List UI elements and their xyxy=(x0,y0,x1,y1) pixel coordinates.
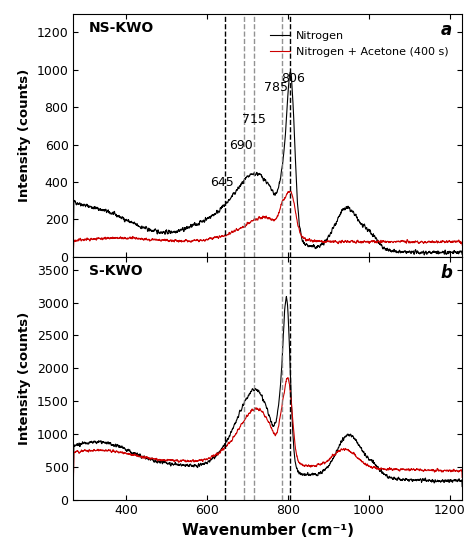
Line: Nitrogen + Acetone (400 s): Nitrogen + Acetone (400 s) xyxy=(73,191,462,249)
Text: a: a xyxy=(441,21,452,39)
Nitrogen xyxy=(71,226,76,232)
Legend: Nitrogen, Nitrogen + Acetone (400 s): Nitrogen, Nitrogen + Acetone (400 s) xyxy=(265,26,453,61)
Text: 785: 785 xyxy=(264,81,288,94)
Nitrogen xyxy=(249,171,255,177)
Text: b: b xyxy=(440,264,452,282)
Text: S-KWO: S-KWO xyxy=(89,264,143,278)
Nitrogen + Acetone (400 s) xyxy=(288,188,294,194)
Text: 715: 715 xyxy=(242,113,265,126)
Nitrogen xyxy=(459,251,465,258)
Nitrogen xyxy=(260,174,265,181)
Line: Nitrogen: Nitrogen xyxy=(73,72,462,255)
Nitrogen + Acetone (400 s) xyxy=(71,246,76,252)
Nitrogen + Acetone (400 s) xyxy=(260,215,265,221)
Text: 645: 645 xyxy=(210,177,234,189)
Nitrogen xyxy=(448,250,454,256)
Nitrogen xyxy=(377,241,383,248)
Nitrogen + Acetone (400 s) xyxy=(459,242,465,248)
X-axis label: Wavenumber (cm⁻¹): Wavenumber (cm⁻¹) xyxy=(182,523,354,538)
Nitrogen xyxy=(91,205,96,212)
Nitrogen xyxy=(421,252,427,258)
Nitrogen + Acetone (400 s) xyxy=(448,238,454,245)
Text: NS-KWO: NS-KWO xyxy=(89,21,154,35)
Nitrogen + Acetone (400 s) xyxy=(91,236,96,242)
Y-axis label: Intensity (counts): Intensity (counts) xyxy=(18,68,31,202)
Nitrogen xyxy=(287,68,293,75)
Nitrogen + Acetone (400 s) xyxy=(249,217,255,224)
Text: 806: 806 xyxy=(281,72,305,85)
Y-axis label: Intensity (counts): Intensity (counts) xyxy=(18,311,31,445)
Nitrogen xyxy=(448,249,454,256)
Text: 690: 690 xyxy=(229,139,253,152)
Nitrogen + Acetone (400 s) xyxy=(448,239,454,246)
Nitrogen + Acetone (400 s) xyxy=(377,239,383,246)
